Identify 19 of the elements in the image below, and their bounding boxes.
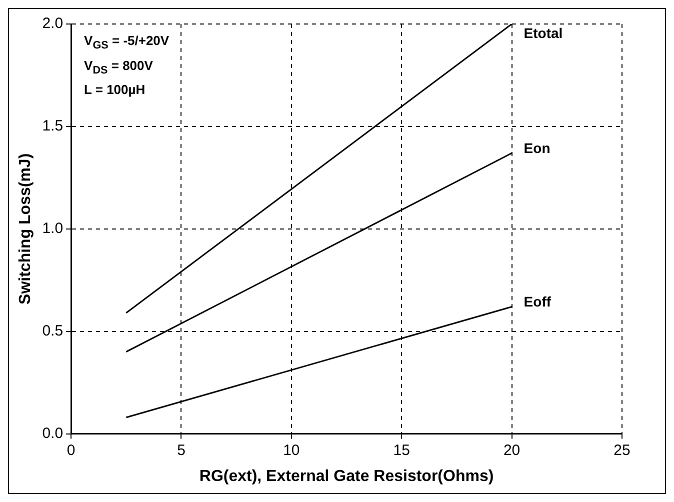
y-tick-label: 0.0 [42,424,64,442]
x-tick-label: 5 [177,442,186,459]
annotation: V$_{DS}$ = 800V [84,56,154,78]
series-label: Eoff [524,294,552,310]
y-axis-title: Switching Loss(mJ) [17,153,34,304]
y-tick-label: 1.5 [42,118,64,135]
x-axis-title: RG(ext), External Gate Resistor(Ohms) [199,468,494,485]
y-tick-label: 0.5 [42,322,64,340]
annotation: V$_{GS}$ = -5/+20V [84,32,170,54]
y-tick-label: 2.0 [42,15,64,32]
x-tick-label: 10 [283,442,300,459]
y-tick-label: 1.0 [42,220,64,238]
x-tick-label: 0 [66,442,76,459]
x-tick-label: 15 [393,442,410,459]
x-tick-label: 25 [614,442,630,459]
x-tick-label: 20 [503,442,520,459]
series-label: Eon [524,140,550,156]
annotation: L = 100µH [84,81,146,100]
series-label: Etotal [524,24,563,41]
